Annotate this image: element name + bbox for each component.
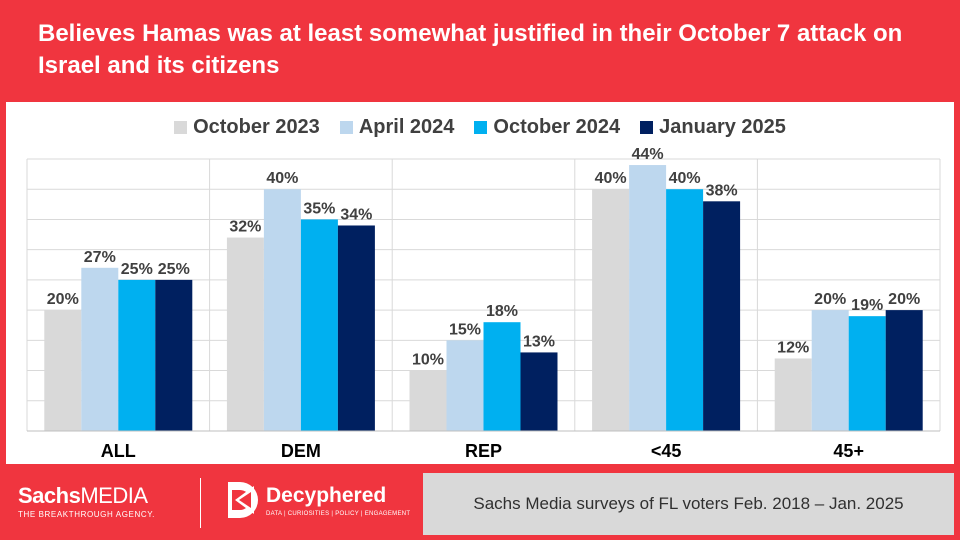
x-tick-label: ALL — [101, 441, 136, 461]
data-label: 12% — [777, 339, 809, 356]
sachs-media-accent: MEDIA — [80, 483, 148, 508]
legend-label: October 2023 — [193, 116, 320, 138]
data-label: 40% — [595, 170, 627, 187]
decyphered-name: Decyphered — [266, 483, 387, 507]
legend-item-april-2024: April 2024 — [339, 116, 455, 139]
data-label: 20% — [888, 291, 920, 308]
sachs-media-tagline: THE BREAKTHROUGH AGENCY. — [18, 510, 155, 519]
data-label: 44% — [632, 146, 664, 163]
x-tick-label: <45 — [651, 441, 682, 461]
data-label: 25% — [121, 261, 153, 278]
bar — [811, 310, 849, 431]
source-note: Sachs Media surveys of FL voters Feb. 20… — [473, 494, 904, 513]
bar — [446, 340, 484, 431]
data-label: 13% — [523, 333, 555, 350]
bar — [666, 189, 704, 431]
chart-legend: October 2023 April 2024 October 2024 Jan… — [0, 116, 960, 139]
bar — [337, 225, 375, 431]
bar — [629, 165, 667, 432]
decyphered-tagline: DATA | CURIOSITIES | POLICY | ENGAGEMENT — [266, 510, 411, 517]
bar — [703, 201, 741, 431]
legend-item-october-2024: October 2024 — [474, 116, 620, 139]
bar — [774, 358, 812, 431]
legend-label: January 2025 — [659, 116, 786, 138]
legend-item-january-2025: January 2025 — [640, 116, 786, 139]
legend-label: October 2024 — [493, 116, 621, 138]
data-label: 40% — [266, 170, 298, 187]
data-label: 18% — [486, 303, 518, 320]
sachs-media-wordmark: SachsMEDIA — [18, 484, 155, 508]
data-label: 25% — [158, 261, 190, 278]
bar — [520, 352, 558, 431]
bar — [409, 370, 447, 431]
bar — [155, 279, 193, 431]
bar — [848, 316, 886, 431]
legend-swatch — [640, 121, 654, 134]
bar — [118, 279, 156, 431]
bar — [300, 219, 338, 431]
data-label: 40% — [669, 170, 701, 187]
data-label: 10% — [412, 352, 444, 369]
decyphered-mark-icon — [228, 482, 258, 518]
footer-divider — [200, 478, 201, 528]
bar — [81, 267, 119, 431]
bar — [592, 189, 630, 431]
legend-swatch — [474, 121, 488, 134]
x-tick-label: DEM — [281, 441, 321, 461]
decyphered-logo: Decyphered DATA | CURIOSITIES | POLICY |… — [222, 478, 410, 522]
legend-label: April 2024 — [358, 116, 455, 138]
x-tick-label: REP — [465, 441, 502, 461]
bar — [226, 237, 264, 431]
data-label: 20% — [814, 291, 846, 308]
sachs-media-main: Sachs — [18, 483, 81, 508]
source-note-box: Sachs Media surveys of FL voters Feb. 20… — [423, 473, 954, 535]
bar — [483, 322, 521, 431]
bar — [885, 310, 923, 431]
data-label: 20% — [47, 291, 79, 308]
data-label: 19% — [851, 297, 883, 314]
data-label: 15% — [449, 321, 481, 338]
decyphered-text: Decyphered DATA | CURIOSITIES | POLICY |… — [266, 484, 410, 517]
sachs-media-logo: SachsMEDIA THE BREAKTHROUGH AGENCY. — [18, 484, 155, 520]
data-label: 38% — [706, 182, 738, 199]
data-label: 34% — [340, 206, 372, 223]
chart-title: Believes Hamas was at least somewhat jus… — [38, 20, 903, 79]
legend-swatch — [174, 121, 188, 134]
bar — [44, 310, 82, 431]
data-label: 32% — [229, 219, 261, 236]
legend-swatch — [339, 121, 353, 134]
legend-item-october-2023: October 2023 — [174, 116, 320, 139]
x-tick-label: 45+ — [833, 441, 864, 461]
bar — [263, 189, 301, 431]
data-label: 35% — [303, 200, 335, 217]
data-label: 27% — [84, 249, 116, 266]
